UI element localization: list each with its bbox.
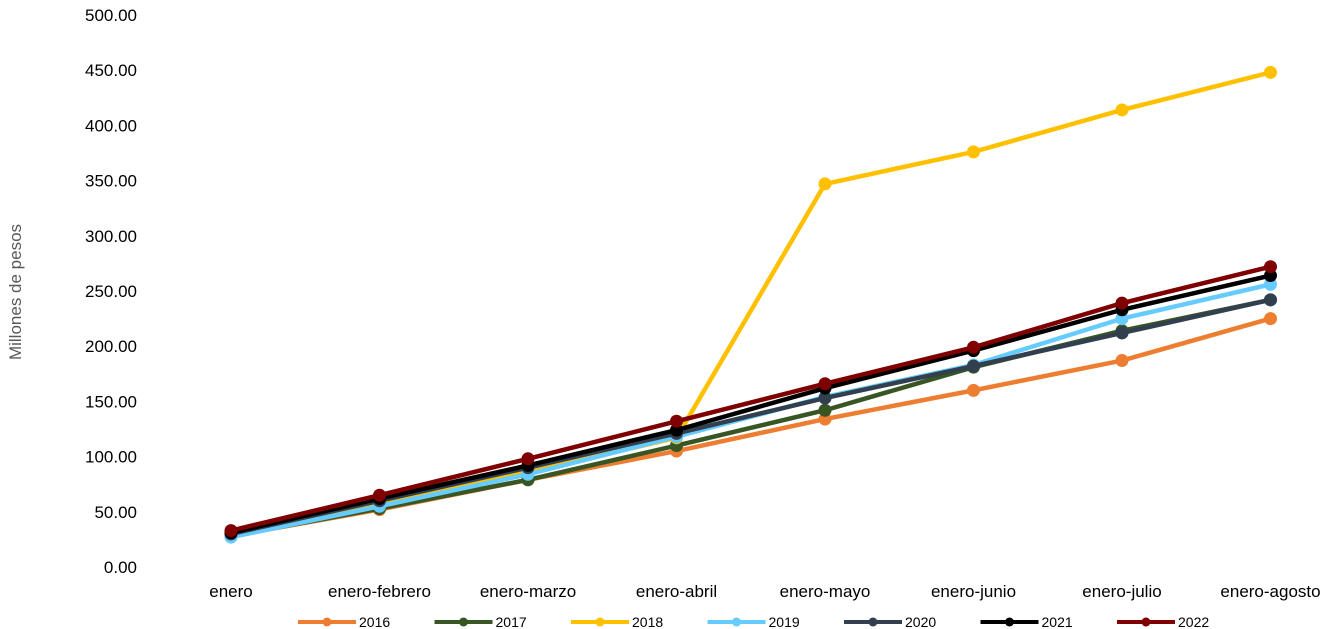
y-tick-label: 100.00 — [85, 448, 137, 467]
y-tick-label: 200.00 — [85, 337, 137, 356]
y-axis: 0.00 50.00 100.00 150.00 200.00 250.00 300.00 3… — [85, 6, 137, 577]
data-point — [1264, 260, 1277, 274]
data-point — [818, 377, 832, 391]
data-point — [818, 391, 832, 405]
series-line — [228, 273, 1273, 536]
data-point — [373, 488, 386, 502]
data-point — [818, 177, 832, 191]
x-tick-label: enero-agosto — [1220, 582, 1320, 601]
data-point — [1264, 293, 1277, 307]
y-tick-label: 400.00 — [85, 116, 137, 135]
legend-label: 2021 — [1042, 614, 1073, 629]
legend-swatch-marker — [1141, 617, 1151, 627]
x-tick-label: enero — [209, 582, 252, 601]
legend-item: 2019 — [707, 614, 800, 629]
data-point — [1115, 103, 1129, 117]
legend-item: 2017 — [434, 614, 527, 629]
legend-swatch-marker — [459, 617, 468, 627]
data-point — [818, 403, 832, 417]
legend-item: 2022 — [1117, 614, 1209, 629]
data-point — [1115, 326, 1129, 340]
data-point — [1115, 296, 1129, 310]
legend-label: 2018 — [632, 614, 663, 629]
y-tick-label: 350.00 — [85, 172, 137, 191]
data-point — [224, 524, 238, 538]
y-tick-label: 500.00 — [85, 6, 137, 25]
y-tick-label: 50.00 — [94, 503, 137, 522]
legend-label: 2020 — [905, 614, 936, 629]
y-axis-label: Millones de pesos — [6, 224, 25, 360]
y-tick-label: 450.00 — [85, 61, 137, 80]
y-tick-label: 300.00 — [85, 227, 137, 246]
data-point — [1264, 312, 1277, 326]
legend-label: 2019 — [769, 614, 800, 629]
series-lines — [224, 65, 1277, 544]
x-axis: enero enero-febrero enero-marzo enero-abril… — [209, 582, 1320, 601]
legend-item: 2021 — [980, 614, 1073, 629]
data-point — [1264, 65, 1277, 79]
data-point — [1115, 354, 1129, 368]
x-tick-label: enero-marzo — [480, 582, 576, 601]
x-tick-label: enero-mayo — [780, 582, 871, 601]
data-point — [967, 359, 980, 373]
legend-label: 2022 — [1178, 614, 1209, 629]
legend-swatch-marker — [868, 617, 878, 627]
series-line — [228, 264, 1273, 533]
legend-label: 2016 — [359, 614, 390, 629]
data-point — [967, 340, 980, 354]
data-point — [967, 145, 980, 159]
y-tick-label: 150.00 — [85, 392, 137, 411]
legend-label: 2017 — [496, 614, 527, 629]
x-tick-label: enero-febrero — [328, 582, 431, 601]
data-point — [521, 452, 535, 466]
x-tick-label: enero-abril — [636, 582, 717, 601]
x-tick-label: enero-julio — [1082, 582, 1161, 601]
legend-item: 2016 — [298, 614, 390, 629]
data-point — [967, 383, 980, 397]
series-2022 — [224, 260, 1277, 538]
legend-swatch-marker — [732, 617, 741, 627]
legend-swatch-marker — [595, 617, 605, 627]
y-tick-label: 0.00 — [104, 558, 137, 577]
legend: 2016 2017 2018 2019 2020 2021 2022 — [298, 614, 1209, 629]
legend-swatch-marker — [322, 617, 332, 627]
data-point — [670, 414, 683, 428]
legend-swatch-marker — [1005, 617, 1014, 627]
legend-item: 2018 — [571, 614, 663, 629]
legend-item: 2020 — [844, 614, 936, 629]
x-tick-label: enero-junio — [931, 582, 1016, 601]
y-tick-label: 250.00 — [85, 282, 137, 301]
